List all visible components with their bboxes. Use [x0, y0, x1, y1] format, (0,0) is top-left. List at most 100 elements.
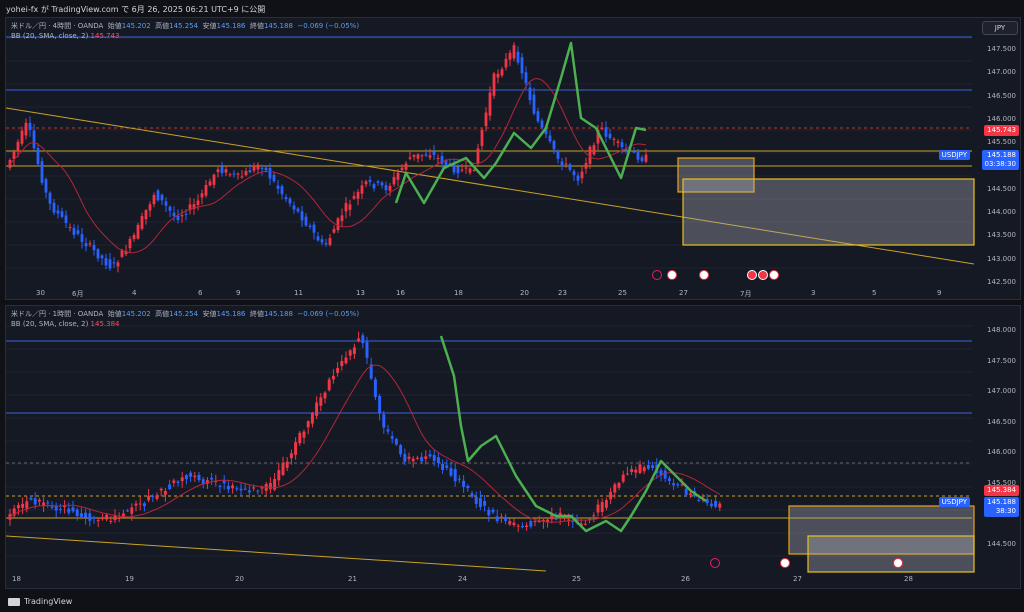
chart-pane-1h[interactable]: 米ドル／円 · 1時間 · OANDA 始値145.202 高値145.254 … — [5, 305, 1021, 589]
candle-body — [496, 73, 500, 78]
candle-body — [567, 519, 571, 521]
lightning-event-icon[interactable] — [710, 558, 720, 568]
us-flag-event-icon[interactable] — [893, 558, 903, 568]
candle-body — [344, 357, 348, 364]
candle-body — [453, 468, 457, 482]
candle-body — [100, 517, 104, 520]
candle-body — [226, 485, 230, 490]
candle-body — [147, 495, 151, 501]
candle-body — [142, 503, 146, 507]
candle-body — [466, 485, 470, 489]
us-flag-event-icon[interactable] — [667, 270, 677, 280]
ohlc-legend-4h: 米ドル／円 · 4時間 · OANDA 始値145.202 高値145.254 … — [11, 22, 360, 30]
trend-line — [6, 107, 975, 265]
candle-body — [529, 521, 533, 527]
candle-body — [239, 488, 243, 491]
candle-body — [100, 255, 104, 259]
candle-body — [306, 421, 310, 428]
candle-body — [718, 503, 722, 508]
chart-canvas-4h[interactable] — [6, 18, 1022, 301]
x-axis-tick: 26 — [681, 575, 690, 583]
candle-body — [408, 157, 412, 159]
candle-body — [172, 480, 176, 483]
y-axis-tick: 147.500 — [987, 45, 1016, 53]
candle-body — [80, 234, 84, 242]
x-axis-tick: 23 — [558, 289, 567, 297]
candle-body — [184, 475, 188, 480]
candle-body — [79, 513, 83, 517]
candle-body — [184, 213, 188, 215]
candle-body — [415, 457, 419, 459]
x-axis-tick: 19 — [125, 575, 134, 583]
candle-body — [228, 174, 232, 176]
candle-body — [192, 204, 196, 210]
bollinger-band-line — [9, 364, 721, 523]
candle-body — [163, 490, 167, 495]
candle-body — [197, 474, 201, 480]
currency-button[interactable]: JPY — [982, 21, 1018, 35]
chart-canvas-1h[interactable] — [6, 306, 1022, 590]
candle-body — [604, 500, 608, 508]
candle-body — [67, 508, 71, 513]
candle-body — [316, 236, 320, 241]
us-flag-event-icon[interactable] — [699, 270, 709, 280]
candle-body — [218, 485, 222, 487]
candle-body — [108, 259, 112, 269]
candle-body — [550, 514, 554, 520]
x-axis-tick: 4 — [132, 289, 137, 297]
candle-body — [280, 186, 284, 195]
y-axis-tick: 142.500 — [987, 278, 1016, 286]
candle-body — [29, 497, 33, 500]
candle-body — [596, 130, 600, 144]
candle-body — [372, 184, 376, 189]
candle-body — [382, 414, 386, 428]
candle-body — [428, 454, 432, 457]
x-axis-tick: 30 — [36, 289, 45, 297]
candle-body — [616, 141, 620, 143]
lightning-event-icon[interactable] — [652, 270, 662, 280]
x-axis-tick: 9 — [937, 289, 942, 297]
candle-body — [176, 481, 180, 483]
chart-pane-4h[interactable]: 米ドル／円 · 4時間 · OANDA 始値145.202 高値145.254 … — [5, 17, 1021, 300]
us-flag-event-icon[interactable] — [780, 558, 790, 568]
candle-body — [352, 347, 356, 354]
publish-info: yohei-fx が TradingView.com で 6月 26, 2025… — [0, 0, 1024, 17]
candle-body — [424, 154, 428, 156]
red-event-icon[interactable] — [747, 270, 757, 280]
candle-body — [148, 204, 152, 211]
candle-body — [58, 509, 62, 511]
candle-body — [84, 512, 88, 518]
candle-body — [208, 181, 212, 186]
candle-body — [327, 379, 331, 391]
candle-body — [390, 436, 394, 439]
candle-body — [424, 456, 428, 459]
candle-body — [96, 520, 100, 522]
us-flag-event-icon[interactable] — [769, 270, 779, 280]
x-axis-tick: 25 — [618, 289, 627, 297]
candle-body — [268, 167, 272, 179]
candle-body — [646, 464, 650, 469]
candle-body — [457, 478, 461, 480]
red-event-icon[interactable] — [758, 270, 768, 280]
candle-body — [285, 461, 289, 468]
last-price-tag: 145.188 03:38:30 — [981, 150, 1019, 170]
candle-body — [403, 454, 407, 462]
x-axis-tick: 13 — [356, 289, 365, 297]
candle-body — [697, 499, 701, 501]
trend-line — [6, 535, 547, 572]
candle-body — [548, 135, 552, 142]
candle-body — [247, 490, 251, 493]
candle-body — [319, 397, 323, 406]
candle-body — [25, 501, 29, 509]
candle-body — [204, 185, 208, 196]
candle-body — [537, 520, 541, 523]
candle-body — [180, 477, 184, 482]
candle-body — [264, 167, 268, 171]
x-axis-tick: 24 — [458, 575, 467, 583]
candle-body — [407, 456, 411, 459]
x-axis-tick: 5 — [872, 289, 877, 297]
candle-body — [487, 509, 491, 516]
candle-body — [336, 368, 340, 373]
candle-body — [92, 517, 96, 519]
candle-body — [224, 169, 228, 173]
